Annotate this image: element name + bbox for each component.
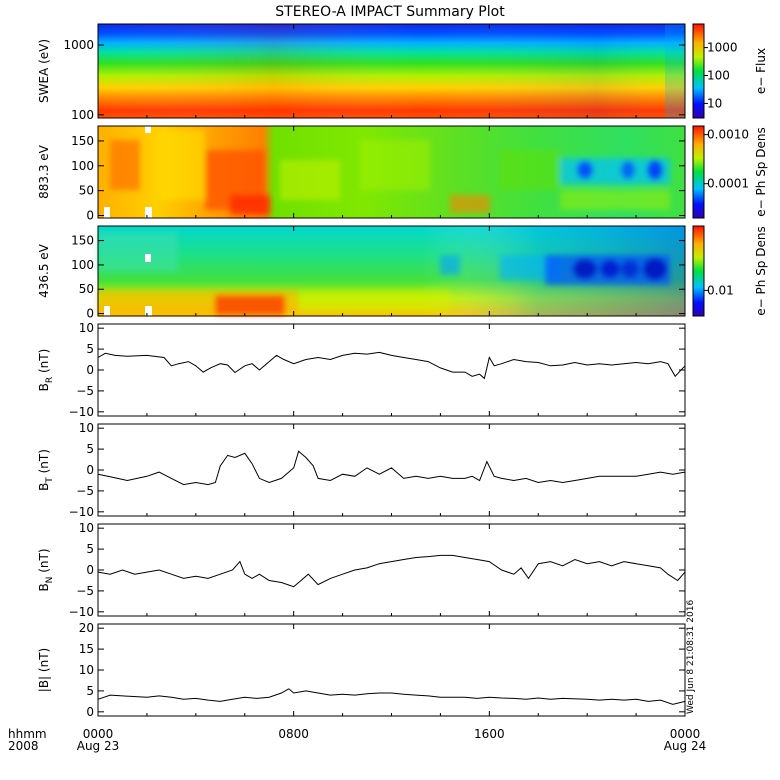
y-axis-label: BN (nT)	[37, 548, 55, 591]
bt-frame	[97, 423, 686, 517]
y-tick-label: 100	[71, 108, 94, 122]
colorbar-tick-label: 0.01	[707, 283, 734, 297]
y-tick-label: 50	[79, 282, 94, 296]
y-label-main: |B|	[37, 676, 51, 692]
colorbar-label: e− Ph Sp Dens	[754, 127, 768, 216]
y-tick-label: 100	[71, 258, 94, 272]
y-axis-label: SWEA (eV)	[37, 39, 51, 103]
y-tick-label: 5	[86, 684, 94, 698]
y-label-unit: (nT)	[37, 449, 51, 477]
colorbar-label: e− Ph Sp Dens	[754, 226, 768, 315]
y-label-unit: (nT)	[37, 349, 51, 377]
y-axis-label: 436.5 eV	[37, 243, 51, 298]
y-tick-label: 10	[79, 321, 94, 335]
y-tick-label: 0	[86, 563, 94, 577]
y-tick-label: 0	[86, 705, 94, 719]
bmag-frame	[97, 623, 686, 717]
y-tick-label: −5	[76, 484, 94, 498]
chart-title: STEREO-A IMPACT Summary Plot	[275, 4, 505, 20]
y-tick-label: 5	[86, 442, 94, 456]
series-line	[97, 554, 686, 588]
y-tick-label: 1000	[63, 38, 94, 52]
y-tick-label: 10	[79, 421, 94, 435]
colorbar-2	[692, 125, 705, 219]
y-label-unit: (nT)	[37, 648, 51, 676]
pitch-angle-436-spectrogram	[97, 225, 686, 317]
x-tick-label: 0000	[670, 727, 701, 741]
x-year-label: 2008	[8, 739, 39, 753]
y-label-sub: N	[45, 577, 55, 584]
y-label-main: B	[37, 383, 51, 391]
y-tick-label: 0	[86, 463, 94, 477]
y-tick-label: 5	[86, 542, 94, 556]
colorbar-tick-label: 10	[707, 96, 722, 110]
br-frame	[97, 323, 686, 417]
colorbar-1	[692, 23, 705, 119]
y-axis-label: 883.3 eV	[37, 144, 51, 199]
series-line	[97, 351, 686, 380]
y-tick-label: 0	[86, 209, 94, 223]
y-tick-label: 150	[71, 234, 94, 248]
y-tick-label: −5	[76, 384, 94, 398]
series-line	[97, 688, 686, 705]
y-tick-label: 10	[79, 663, 94, 677]
timestamp-stamp: Wed Jun 8 21:08:31 2016	[686, 600, 696, 714]
y-tick-label: 5	[86, 342, 94, 356]
bn-frame	[97, 523, 686, 617]
y-label-sub: T	[45, 477, 55, 484]
series-line	[97, 450, 686, 486]
y-tick-label: 50	[79, 184, 94, 198]
y-axis-label: |B| (nT)	[37, 648, 51, 692]
x-hhmm-label: hhmm	[8, 727, 47, 741]
y-label-unit: (nT)	[37, 548, 51, 576]
colorbar-label: e− Flux	[754, 48, 768, 94]
y-tick-label: 15	[79, 642, 94, 656]
colorbar-tick-label: 0.0001	[707, 177, 749, 191]
y-tick-label: −10	[69, 505, 94, 519]
colorbar-3	[692, 225, 705, 317]
y-tick-label: 10	[79, 521, 94, 535]
x-tick-label: 0000	[83, 727, 114, 741]
colorbar-tick-label: 100	[707, 68, 730, 82]
x-tick-sublabel: Aug 23	[77, 739, 120, 753]
x-tick-sublabel: Aug 24	[664, 739, 707, 753]
y-tick-label: 100	[71, 159, 94, 173]
y-label-main: B	[37, 583, 51, 591]
y-tick-label: −10	[69, 405, 94, 419]
y-label-main: B	[37, 483, 51, 491]
y-tick-label: −5	[76, 584, 94, 598]
y-tick-label: 20	[79, 621, 94, 635]
y-axis-label: BT (nT)	[37, 449, 55, 491]
colorbar-tick-label: 1000	[707, 41, 738, 55]
y-tick-label: −10	[69, 605, 94, 619]
y-tick-label: 0	[86, 363, 94, 377]
x-tick-label: 1600	[474, 727, 505, 741]
y-axis-label: BR (nT)	[37, 349, 55, 392]
pitch-angle-883-spectrogram	[97, 125, 686, 219]
y-tick-label: 150	[71, 134, 94, 148]
y-label-sub: R	[45, 377, 55, 383]
x-tick-label: 0800	[278, 727, 309, 741]
swea-spectrogram	[97, 23, 686, 119]
colorbar-tick-label: 0.0010	[707, 128, 749, 142]
y-tick-label: 0	[86, 307, 94, 321]
